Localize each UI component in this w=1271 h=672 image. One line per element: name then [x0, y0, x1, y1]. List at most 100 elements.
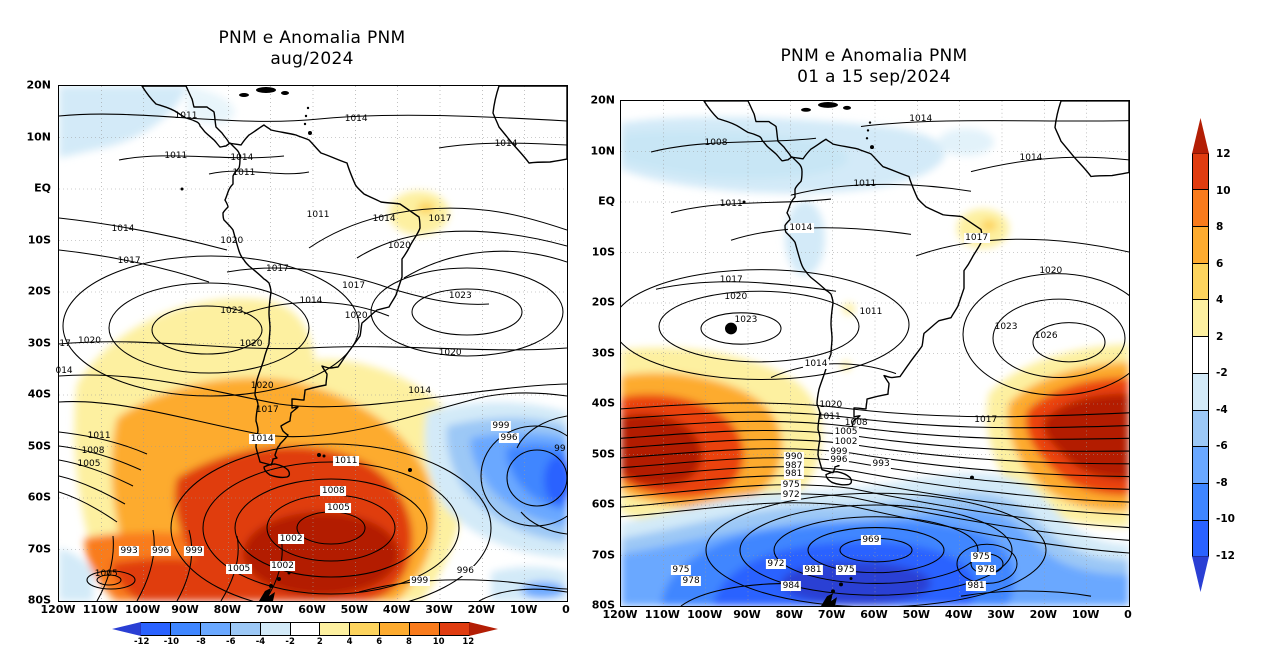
- lat-tick: 70S: [591, 548, 615, 561]
- lon-tick: 0: [1124, 608, 1132, 621]
- colorbar-tick: -12: [134, 637, 150, 647]
- lat-tick: 80S: [591, 598, 615, 612]
- left-colorbar: -12 -10 -8 -6 -4 -2 2 4 6 8 10 12: [112, 622, 498, 648]
- lat-tick: EQ: [34, 181, 51, 195]
- colorbar-tick: -2: [1216, 367, 1228, 380]
- lat-tick: 60S: [27, 490, 51, 504]
- lat-tick: 10N: [26, 130, 51, 143]
- right-map-canvas: [621, 101, 1129, 606]
- lon-tick: 20W: [467, 603, 496, 616]
- lon-tick: 50W: [902, 608, 931, 621]
- colorbar-tick: 2: [1216, 330, 1224, 343]
- lat-tick: 30S: [27, 336, 51, 349]
- lon-tick: 110W: [82, 603, 118, 616]
- colorbar-ticks: 12 10 8 6 4 2 -2 -4 -6 -8 -10 -12: [1216, 118, 1244, 592]
- lon-tick: 10W: [1071, 608, 1100, 621]
- colorbar-segments: [112, 622, 498, 636]
- lat-tick: 10N: [590, 144, 615, 157]
- left-panel-title: PNM e Anomalia PNM aug/2024: [58, 28, 566, 70]
- left-lon-axis: 120W 110W 100W 90W 80W 70W 60W 50W 40W 30W 20W 10W 0: [40, 602, 569, 618]
- lat-tick: 20N: [590, 93, 615, 107]
- lat-tick: 40S: [27, 387, 51, 401]
- lon-tick: 70W: [255, 603, 284, 616]
- colorbar-segments: [1192, 118, 1209, 592]
- colorbar-segment: [1192, 446, 1209, 484]
- lat-tick: 20S: [27, 284, 51, 298]
- lat-tick: 40S: [591, 396, 615, 410]
- colorbar-segment: [1192, 556, 1209, 592]
- left-anomaly-shading: [59, 86, 567, 601]
- left-lat-axis: 20N 10N EQ 10S 20S 30S 40S 50S 60S 70S 80S: [14, 79, 54, 607]
- colorbar-segment: [1192, 372, 1209, 411]
- colorbar-segment: [139, 622, 171, 636]
- colorbar-tick: 4: [346, 637, 353, 647]
- colorbar-tick: 8: [1216, 221, 1224, 234]
- colorbar-tick: -12: [1216, 549, 1235, 562]
- colorbar-tick: -6: [226, 637, 236, 647]
- colorbar-tick: -8: [196, 637, 206, 647]
- colorbar-segment: [112, 622, 141, 636]
- lon-tick: 80W: [213, 603, 242, 616]
- colorbar-segment: [1192, 118, 1209, 154]
- colorbar-segment: [289, 622, 321, 636]
- lon-tick: 10W: [509, 603, 538, 616]
- right-title: PNM e Anomalia PNM: [780, 46, 968, 66]
- colorbar-segment: [169, 622, 201, 636]
- lat-tick: EQ: [598, 194, 615, 208]
- right-lat-axis: 20N 10N EQ 10S 20S 30S 40S 50S 60S 70S 80S: [578, 94, 618, 612]
- lat-tick: 70S: [27, 542, 51, 555]
- lon-tick: 30W: [987, 608, 1015, 621]
- colorbar-segment: [409, 622, 441, 636]
- colorbar-segment: [319, 622, 351, 636]
- lon-tick: 30W: [425, 603, 453, 616]
- lat-tick: 30S: [591, 346, 615, 359]
- colorbar-tick: 8: [405, 637, 412, 647]
- lat-tick: 50S: [591, 447, 615, 460]
- lat-tick: 20N: [26, 78, 51, 92]
- colorbar-tick: -6: [1216, 440, 1228, 453]
- colorbar-segment: [1192, 262, 1209, 301]
- lon-tick: 60W: [860, 608, 888, 621]
- right-pressure-contours: [621, 120, 1129, 606]
- colorbar-tick: -8: [1216, 476, 1228, 489]
- colorbar-tick: 12: [462, 637, 475, 647]
- right-colorbar: 12 10 8 6 4 2 -2 -4 -6 -8 -10 -12: [1192, 118, 1244, 592]
- lat-tick: 80S: [27, 593, 51, 607]
- colorbar-segment: [1192, 519, 1209, 558]
- lat-tick: 10S: [591, 245, 615, 258]
- colorbar-segment: [229, 622, 261, 636]
- lat-tick: 50S: [27, 439, 51, 452]
- lon-tick: 90W: [171, 603, 199, 616]
- left-title: PNM e Anomalia PNM: [218, 28, 406, 48]
- colorbar-segment: [1192, 189, 1209, 228]
- colorbar-tick: 12: [1216, 148, 1231, 161]
- colorbar-segment: [1192, 152, 1209, 191]
- colorbar-segment: [439, 622, 471, 636]
- colorbar-segment: [1192, 226, 1209, 264]
- colorbar-tick: 2: [316, 637, 323, 647]
- lon-tick: 70W: [817, 608, 846, 621]
- lon-tick: 80W: [775, 608, 804, 621]
- lon-tick: 90W: [733, 608, 761, 621]
- colorbar-segment: [1192, 299, 1209, 338]
- colorbar-segment: [1192, 482, 1209, 521]
- lon-tick: 20W: [1029, 608, 1058, 621]
- colorbar-tick: 6: [1216, 257, 1224, 270]
- colorbar-segment: [199, 622, 231, 636]
- colorbar-tick: -10: [1216, 513, 1235, 526]
- colorbar-segment: [1192, 409, 1209, 448]
- lon-tick: 40W: [944, 608, 973, 621]
- lon-tick: 40W: [382, 603, 411, 616]
- lat-tick: 10S: [27, 233, 51, 246]
- right-lon-axis: 120W 110W 100W 90W 80W 70W 60W 50W 40W 30W 20W 10W 0: [602, 607, 1131, 623]
- colorbar-tick: 6: [376, 637, 383, 647]
- left-map: 1011 1014 1014 1011 1014 1011 1011 1014 1017 1014…: [55, 85, 568, 602]
- lon-tick: 100W: [687, 608, 723, 621]
- lon-tick: 50W: [340, 603, 369, 616]
- left-map-canvas: [59, 86, 567, 601]
- lon-tick: 120W: [40, 603, 76, 616]
- right-subtitle: 01 a 15 sep/2024: [797, 67, 951, 87]
- right-panel-title: PNM e Anomalia PNM 01 a 15 sep/2024: [620, 46, 1128, 88]
- lat-tick: 60S: [591, 497, 615, 511]
- colorbar-segment: [379, 622, 411, 636]
